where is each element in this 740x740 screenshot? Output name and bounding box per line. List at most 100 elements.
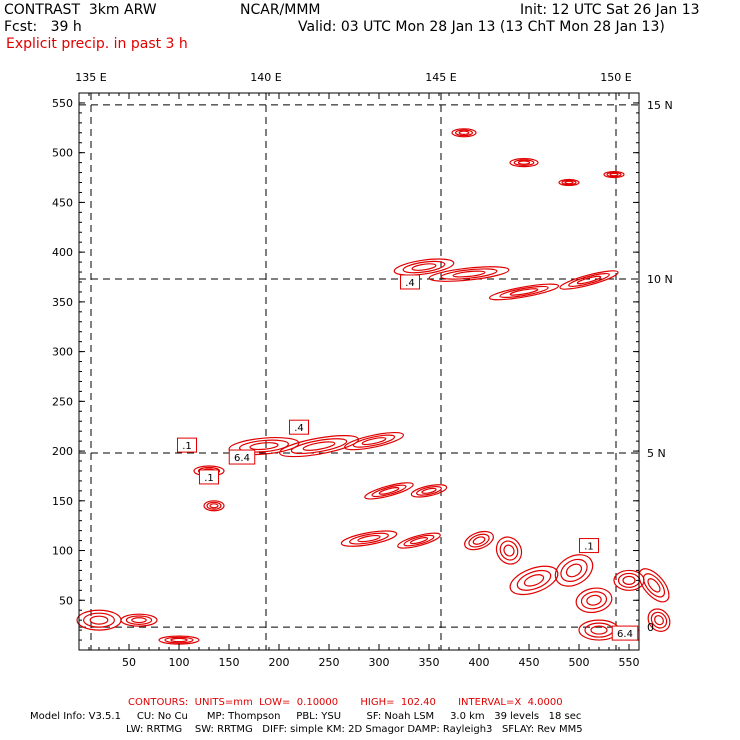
- precip-contour: [131, 617, 147, 624]
- precip-contour: [654, 615, 664, 626]
- header-fcst: Fcst: 39 h: [4, 19, 82, 35]
- x-tick-label: 450: [519, 656, 540, 669]
- precip-contour: [421, 487, 437, 494]
- precip-contour: [393, 258, 455, 276]
- lon-label: 150 E: [600, 71, 631, 84]
- y-tick-label: 100: [52, 545, 73, 558]
- header-init: Init: 12 UTC Sat 26 Jan 13: [520, 2, 700, 18]
- map-plot: 50 100 150 200 250 300 350 400 450 500 550 50 100 15…: [52, 71, 673, 669]
- y-tick-label: 50: [59, 594, 73, 607]
- precip-contour: [352, 434, 396, 448]
- precip-contour: [472, 536, 486, 545]
- y-tick-label: 300: [52, 346, 73, 359]
- precip-contour: [411, 263, 437, 271]
- contour-label-group: .1 6.4 .1 .4 .4 .1 6.4: [177, 274, 639, 641]
- y-tick-label: 400: [52, 246, 73, 259]
- precip-contour: [622, 575, 636, 585]
- precip-contour: [440, 268, 498, 280]
- contour-label: 6.4: [617, 629, 633, 640]
- precip-contour: [509, 565, 559, 596]
- contour-label: .1: [182, 441, 192, 452]
- header-valid: Valid: 03 UTC Mon 28 Jan 13 (13 ChT Mon …: [298, 19, 665, 35]
- lon-label: 135 E: [75, 71, 106, 84]
- x-tick-label: 300: [369, 656, 390, 669]
- lon-label-group: 135 E 140 E 145 E 150 E: [75, 71, 631, 84]
- precip-contour: [590, 625, 608, 635]
- precip-contour: [164, 636, 194, 644]
- precip-contour: [603, 170, 625, 179]
- precip-contour: [203, 500, 225, 512]
- contour-label: .1: [584, 542, 594, 553]
- precip-contour: [499, 540, 519, 561]
- precip-contour: [416, 485, 442, 496]
- precip-contour: [503, 544, 515, 557]
- precip-contour: [349, 532, 389, 545]
- contour-label-box: [611, 625, 639, 641]
- precip-contour: [609, 172, 619, 177]
- precip-contour: [357, 534, 381, 543]
- precip-contour: [495, 536, 523, 565]
- header-field: Explicit precip. in past 3 h: [6, 36, 188, 52]
- y-tick-group: 50 100 150 200 250 300 350 400 450 500 550: [52, 92, 639, 641]
- precip-contour: [344, 431, 404, 451]
- precip-contour: [647, 608, 671, 632]
- lat-label: 5 N: [647, 447, 666, 460]
- precip-contour: [584, 622, 614, 638]
- x-tick-label: 500: [569, 656, 590, 669]
- y-tick-label: 550: [52, 97, 73, 110]
- y-tick-label: 450: [52, 196, 73, 209]
- contour-label: .1: [204, 473, 214, 484]
- precip-contour: [409, 537, 429, 545]
- precip-contour: [278, 435, 360, 458]
- precip-contour: [89, 615, 109, 625]
- precip-contour: [565, 563, 583, 578]
- precip-contour: [488, 283, 560, 301]
- precip-contour: [455, 129, 474, 137]
- precip-contour: [559, 270, 619, 290]
- footer-model-line2: LW: RRTMG SW: RRTMG DIFF: simple KM: 2D …: [126, 724, 583, 735]
- precip-contour: [576, 275, 602, 285]
- precip-contour: [378, 487, 400, 495]
- lat-label: 0: [647, 621, 654, 634]
- lon-label: 145 E: [425, 71, 456, 84]
- contour-label-box: [199, 469, 219, 485]
- x-tick-label: 50: [122, 656, 136, 669]
- lon-label: 140 E: [250, 71, 281, 84]
- precip-contour: [290, 438, 348, 455]
- precip-contour: [364, 482, 414, 500]
- precip-contour: [468, 533, 490, 548]
- precip-contour: [564, 180, 574, 185]
- precip-contour: [650, 611, 668, 629]
- precip-contour: [499, 285, 549, 298]
- precip-contour: [516, 569, 552, 591]
- x-tick-label: 250: [319, 656, 340, 669]
- contour-label: .4: [405, 278, 415, 289]
- y-tick-label: 200: [52, 445, 73, 458]
- precip-contour: [606, 171, 622, 178]
- precip-contour: [451, 128, 477, 138]
- precip-contour: [642, 573, 666, 598]
- x-tick-label: 100: [169, 656, 190, 669]
- precip-contour: [558, 178, 580, 187]
- precip-contour: [464, 530, 494, 551]
- precip-contour: [340, 530, 398, 547]
- precip-contour: [371, 484, 407, 498]
- precip-contour: [509, 288, 539, 296]
- precip-contour: [249, 442, 279, 451]
- precip-contour: [403, 534, 435, 547]
- precip-contour: [554, 554, 594, 587]
- precip-contour: [452, 270, 486, 278]
- x-tick-group: 50 100 150 200 250 300 350 400 450 500 550: [88, 93, 640, 669]
- x-tick-label: 400: [469, 656, 490, 669]
- precip-contour: [125, 615, 153, 625]
- precip-contour: [209, 503, 219, 509]
- precip-contour: [638, 568, 670, 603]
- precip-contour: [586, 594, 602, 606]
- precip-contour: [513, 159, 535, 167]
- header-center: NCAR/MMM: [240, 2, 321, 18]
- precip-contour: [560, 558, 588, 582]
- contour-label-box: [400, 274, 420, 290]
- precip-contour: [575, 587, 613, 614]
- footer-contours: CONTOURS: UNITS=mm LOW= 0.10000 HIGH= 10…: [128, 697, 563, 708]
- contour-label-box: [579, 538, 599, 554]
